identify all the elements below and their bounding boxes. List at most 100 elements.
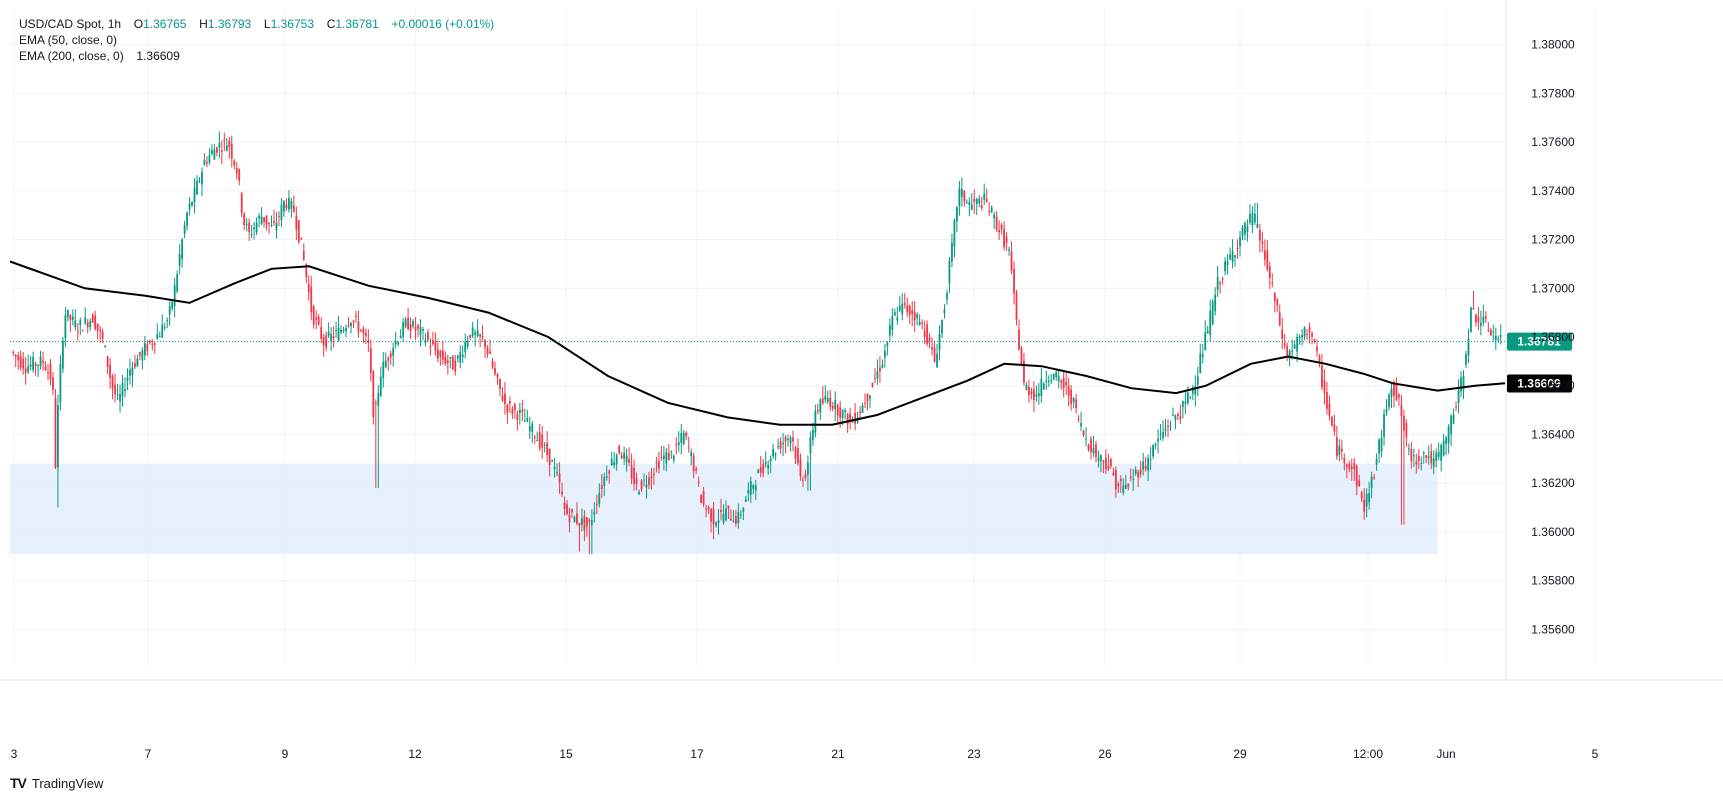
y-tick-label: 1.36800 [1531, 330, 1575, 344]
candle-body [141, 350, 144, 361]
candle-body [166, 320, 169, 322]
candle-body [1365, 493, 1368, 507]
x-tick-label: 7 [145, 747, 152, 761]
candle-body [99, 329, 102, 332]
candle-body [836, 405, 839, 416]
candle-body [114, 384, 116, 395]
candle-body [774, 453, 777, 455]
candle-body [387, 357, 390, 361]
candle-body [1288, 350, 1291, 360]
candle-body [1462, 376, 1465, 390]
candle-body [1400, 404, 1403, 417]
candle-body [963, 190, 966, 202]
candle-body [1261, 241, 1264, 244]
candle-body [1326, 392, 1328, 409]
candle-body [434, 342, 437, 351]
candle-body [1005, 236, 1008, 243]
candle-body [1152, 444, 1154, 457]
candle-body [32, 357, 35, 370]
candle-body [739, 514, 742, 516]
close-value: 1.36781 [335, 17, 379, 31]
candle-body [1447, 426, 1450, 443]
candle-body [1072, 397, 1075, 403]
candle-body [956, 207, 958, 222]
candle-body [846, 414, 849, 425]
candle-body [163, 327, 166, 329]
candle-body [886, 342, 889, 347]
candle-body [101, 331, 104, 339]
candle-body [715, 522, 717, 526]
candle-body [1380, 437, 1383, 452]
candle-body [273, 221, 275, 223]
y-tick-label: 1.37800 [1531, 86, 1575, 100]
x-axis[interactable]: 3 7 9 12 15 17 21 23 26 29 12:00 Jun 5 [0, 679, 1723, 761]
candle-body [1080, 423, 1082, 427]
candle-body [64, 315, 67, 339]
candle-body [432, 340, 434, 344]
candle-body [948, 260, 951, 284]
candle-body [1134, 469, 1137, 474]
candle-body [762, 463, 765, 474]
candle-body [787, 438, 789, 440]
candle-body [1286, 345, 1289, 357]
candle-body [1499, 335, 1502, 337]
candle-body [206, 162, 208, 164]
candle-body [653, 473, 655, 476]
candle-body [1455, 406, 1457, 408]
ema50-row[interactable]: EMA (50, close, 0) [19, 32, 494, 48]
y-tick-label: 1.37200 [1531, 233, 1575, 247]
y-axis[interactable]: 1.35600 1.35800 1.36000 1.36200 1.36400 1.366… [1505, 0, 1575, 680]
candle-body [245, 223, 248, 226]
candle-body [397, 342, 400, 345]
candle-body [1117, 483, 1120, 486]
candle-body [404, 319, 407, 327]
interval-label[interactable]: 1h [107, 17, 122, 31]
candle-body [975, 199, 978, 204]
candle-body [1338, 445, 1341, 455]
candle-body [332, 336, 335, 339]
candle-body [1216, 276, 1219, 291]
candle-body [573, 516, 576, 522]
candle-body [675, 444, 678, 446]
candle-body [588, 519, 591, 522]
candle-body [14, 354, 17, 357]
candle-body [1129, 476, 1132, 478]
candle-body [941, 319, 943, 334]
candle-body [623, 452, 626, 459]
candle-body [1306, 333, 1308, 335]
candle-body [747, 489, 750, 494]
candle-body [662, 455, 665, 460]
candle-body [921, 322, 924, 324]
candle-body [178, 254, 181, 266]
candle-body [1032, 389, 1035, 401]
candle-body [409, 324, 412, 331]
candle-body [394, 340, 397, 345]
candle-body [330, 334, 333, 341]
candle-body [931, 347, 933, 350]
candle-body [546, 442, 549, 456]
ema200-row[interactable]: EMA (200, close, 0) 1.36609 [19, 48, 494, 64]
candle-body [481, 336, 484, 338]
candle-body [841, 410, 844, 418]
candle-body [876, 371, 879, 379]
candle-body [1003, 228, 1005, 248]
candle-body [946, 292, 948, 300]
candle-body [1174, 415, 1177, 421]
candle-body [1045, 380, 1048, 382]
candle-body [1348, 464, 1351, 469]
candle-body [1090, 438, 1092, 453]
candle-body [422, 329, 424, 331]
candle-body [71, 316, 74, 320]
tradingview-brand[interactable]: TV TradingView [10, 775, 103, 791]
symbol-name[interactable]: USD/CAD Spot [19, 17, 102, 31]
candle-body [1303, 327, 1306, 337]
candle-body [312, 306, 315, 325]
candle-body [1383, 413, 1385, 437]
candle-body [1167, 426, 1169, 428]
candle-body [819, 399, 822, 413]
candle-body [640, 480, 643, 490]
candle-body [119, 394, 121, 402]
candle-body [1398, 394, 1400, 398]
